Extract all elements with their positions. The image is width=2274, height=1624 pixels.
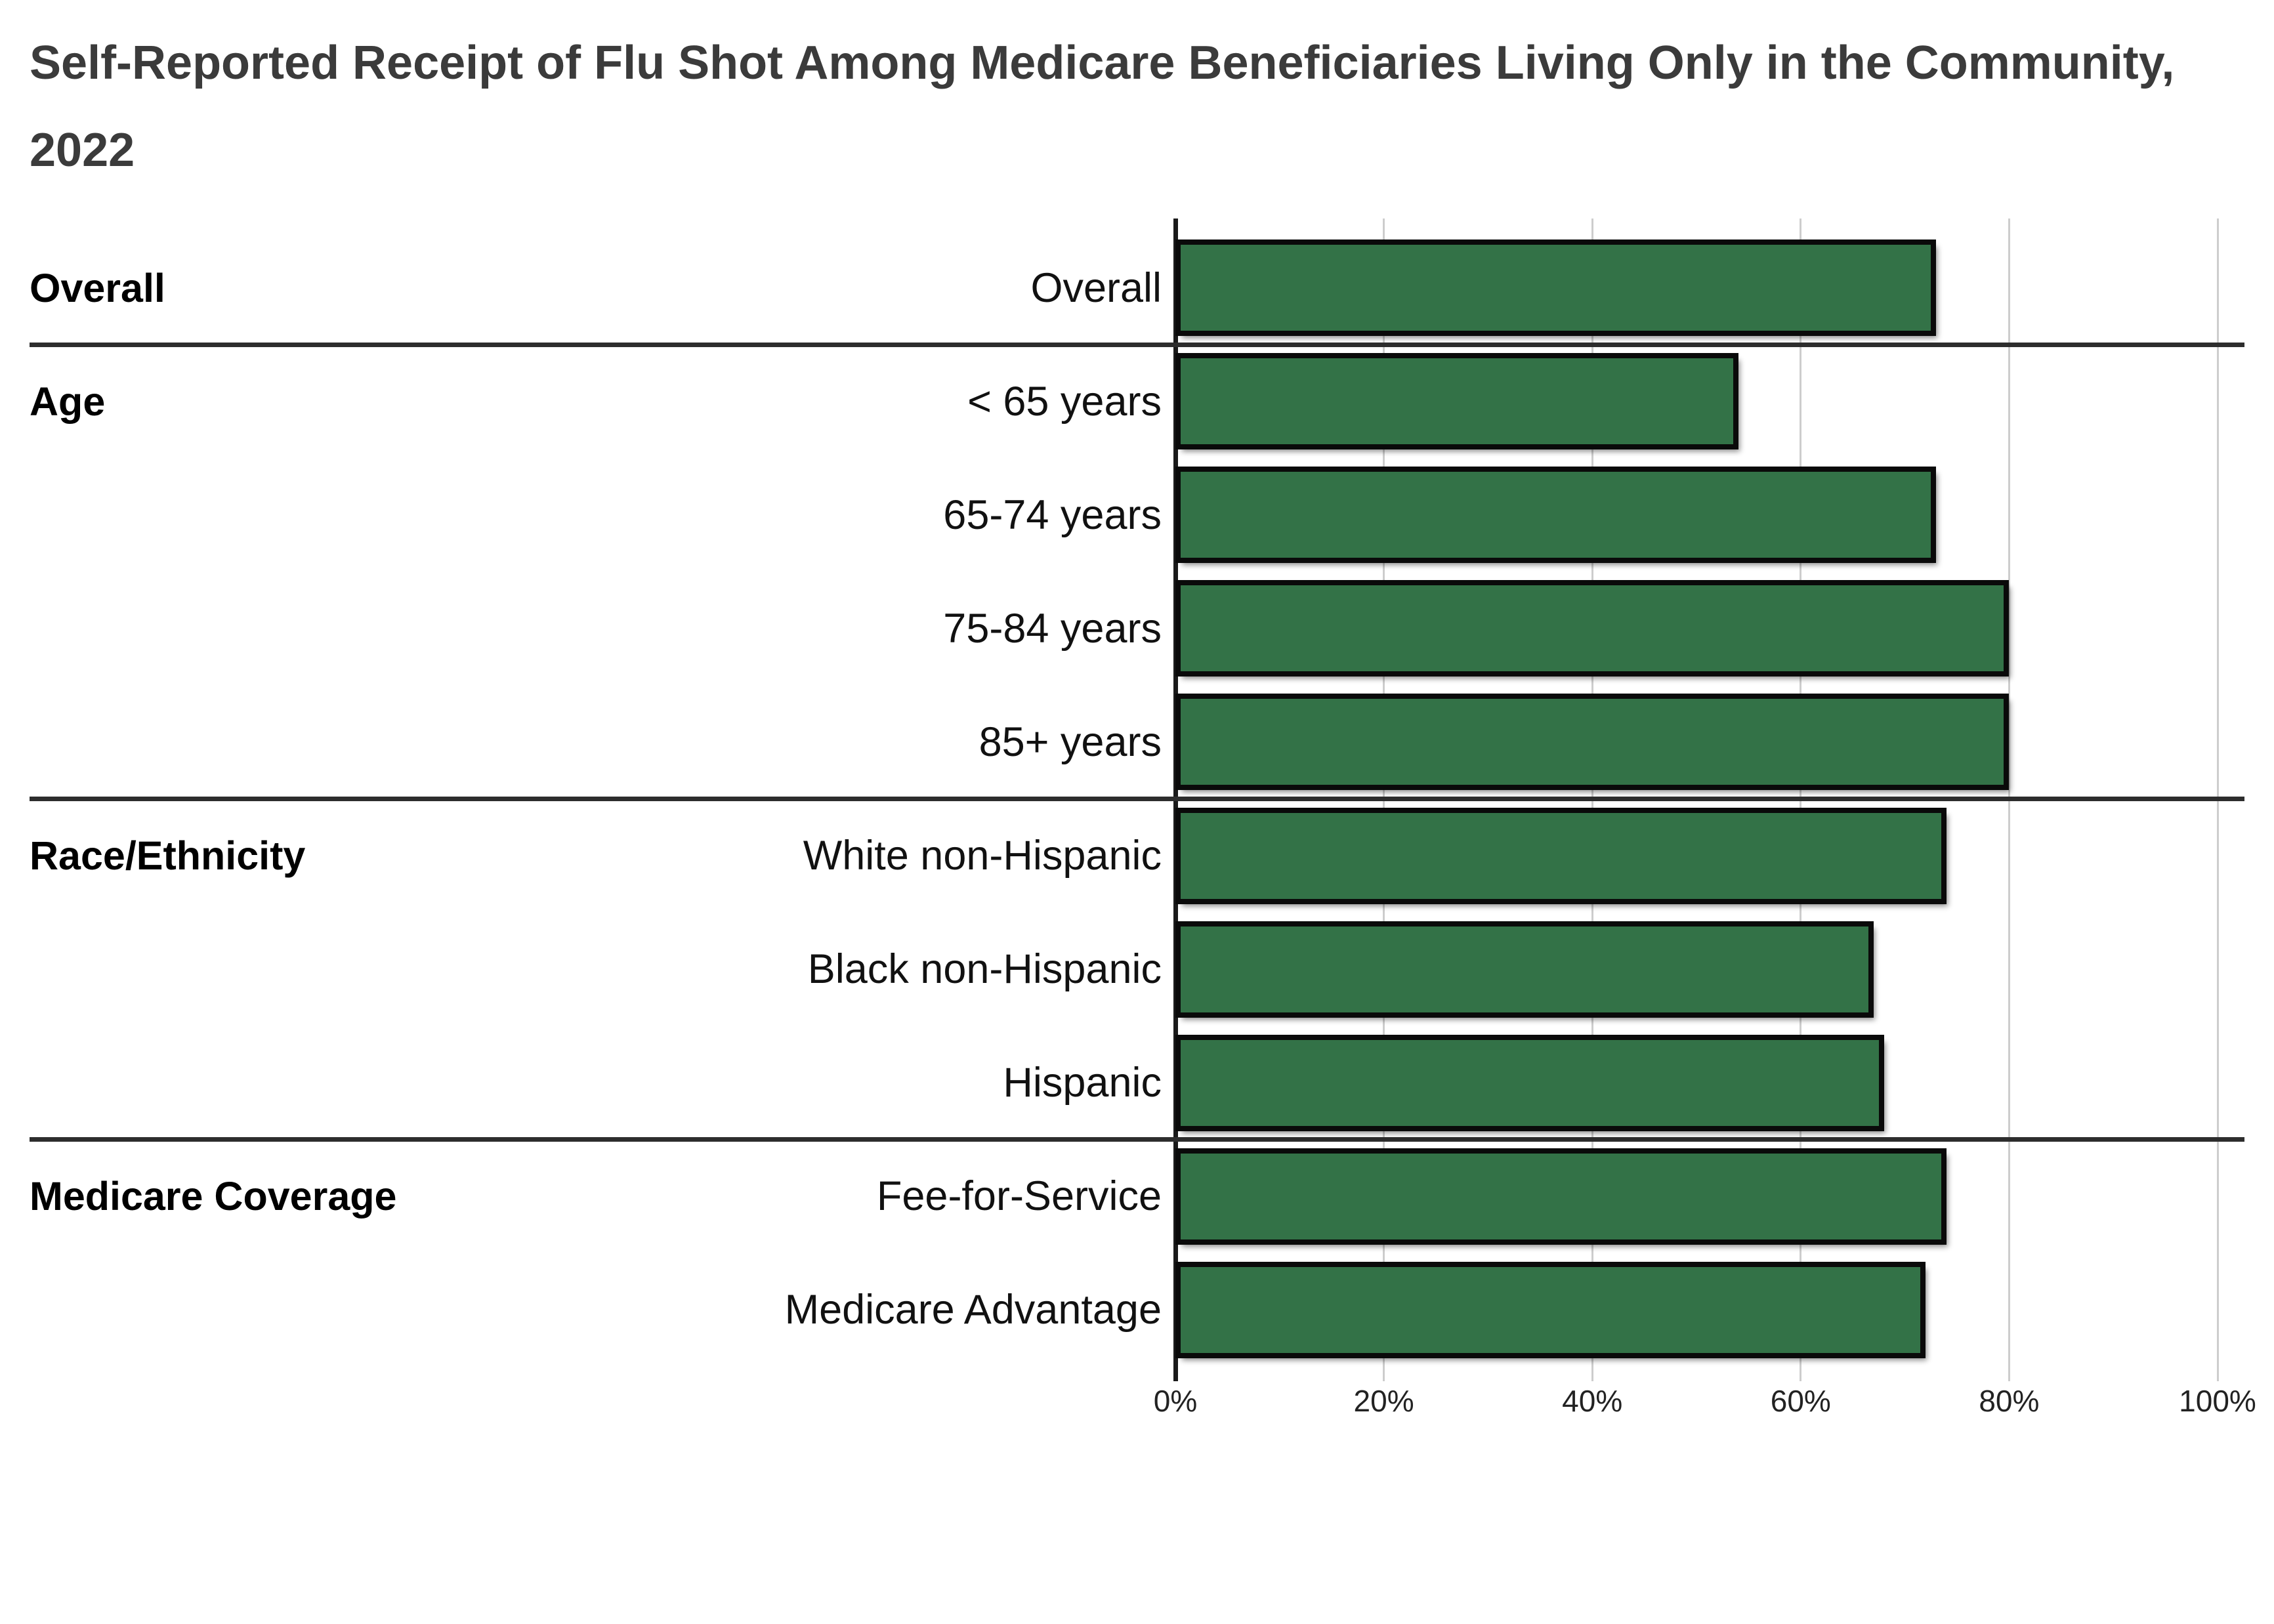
section-divider bbox=[30, 1137, 2244, 1142]
bar-65-74-years bbox=[1175, 467, 1937, 564]
x-tick-label-0: 0% bbox=[1153, 1384, 1198, 1418]
bar-fee-for-service bbox=[1175, 1148, 1947, 1245]
group-label-race-ethnicity: Race/Ethnicity bbox=[30, 833, 306, 878]
row-label-white-non-hispanic: White non-Hispanic bbox=[803, 833, 1162, 879]
bar-hispanic bbox=[1175, 1034, 1884, 1131]
chart-title: Self-Reported Receipt of Flu Shot Among … bbox=[30, 37, 2175, 177]
row-label-black-non-hispanic: Black non-Hispanic bbox=[807, 946, 1162, 993]
bar-65-years bbox=[1175, 353, 1738, 450]
row-label-hispanic: Hispanic bbox=[1003, 1060, 1162, 1106]
row-label-65-74-years: 65-74 years bbox=[943, 491, 1162, 538]
bar-black-non-hispanic bbox=[1175, 921, 1874, 1018]
x-tick-label-20: 20% bbox=[1353, 1384, 1414, 1418]
bar-75-84-years bbox=[1175, 580, 2010, 677]
bar-medicare-advantage bbox=[1175, 1261, 1926, 1358]
row-label-medicare-advantage: Medicare Advantage bbox=[784, 1287, 1162, 1333]
x-tick-label-80: 80% bbox=[1979, 1384, 2040, 1418]
x-tick-label-60: 60% bbox=[1770, 1384, 1831, 1418]
row-label-85-years: 85+ years bbox=[979, 718, 1162, 765]
bar-overall bbox=[1175, 239, 1937, 336]
group-label-age: Age bbox=[30, 379, 106, 424]
x-tick-label-40: 40% bbox=[1562, 1384, 1623, 1418]
row-label-overall: Overall bbox=[1030, 264, 1162, 311]
group-label-medicare-coverage: Medicare Coverage bbox=[30, 1174, 397, 1219]
group-label-overall: Overall bbox=[30, 265, 165, 310]
row-label-75-84-years: 75-84 years bbox=[943, 605, 1162, 652]
bar-white-non-hispanic bbox=[1175, 807, 1947, 904]
row-label-65-years: < 65 years bbox=[967, 378, 1162, 425]
x-tick-label-100: 100% bbox=[2179, 1384, 2256, 1418]
bar-85-years bbox=[1175, 694, 2010, 791]
row-label-fee-for-service: Fee-for-Service bbox=[876, 1173, 1162, 1220]
section-divider bbox=[30, 342, 2244, 347]
section-divider bbox=[30, 797, 2244, 801]
